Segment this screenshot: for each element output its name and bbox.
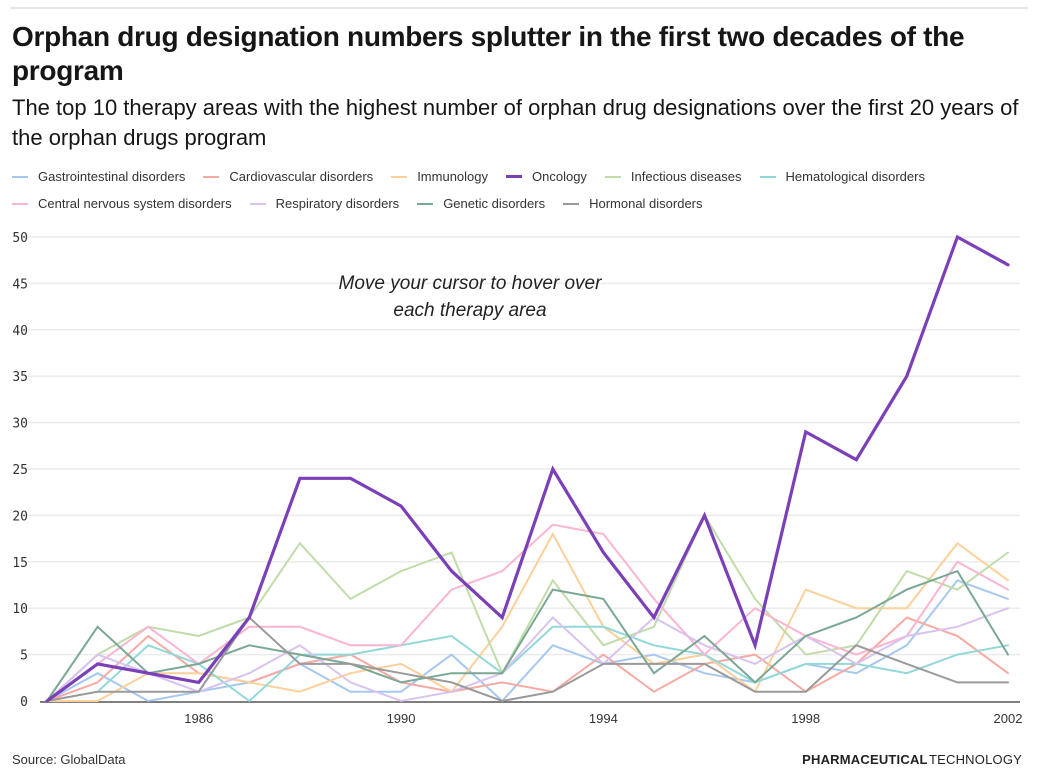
legend-item-infectious[interactable]: Infectious diseases [604,169,742,184]
legend-row-1: Gastrointestinal disorders Cardiovascula… [12,163,1022,190]
y-tick-label: 0 [20,695,28,710]
legend-label: Genetic disorders [443,196,546,211]
hover-annotation-line-1: Move your cursor to hover over [339,273,603,294]
legend-label: Immunology [417,169,488,184]
legend-item-cns[interactable]: Central nervous system disorders [12,196,232,211]
y-tick-label: 30 [12,417,28,432]
y-tick-label: 50 [12,231,28,246]
legend-swatch [203,175,220,178]
legend-swatch [417,202,434,205]
legend-item-genetic[interactable]: Genetic disorders [417,196,545,211]
y-tick-label: 15 [12,556,28,571]
legend-label: Gastrointestinal disorders [38,169,186,184]
legend-label: Oncology [532,169,587,184]
legend: Gastrointestinal disorders Cardiovascula… [12,163,1022,217]
legend-label: Hormonal disorders [589,196,703,211]
y-tick-label: 20 [12,509,28,524]
legend-swatch [391,175,408,178]
legend-label: Cardiovascular disorders [229,169,374,184]
legend-item-immunology[interactable]: Immunology [391,169,488,184]
legend-swatch [506,175,522,178]
legend-row-2: Central nervous system disorders Respira… [12,190,1022,217]
y-tick-label: 35 [12,370,28,385]
legend-label: Central nervous system disorders [38,196,232,211]
legend-label: Respiratory disorders [275,196,400,211]
y-tick-label: 10 [12,602,28,617]
y-tick-label: 25 [12,463,28,478]
x-tick-label: 2002 [994,711,1023,726]
x-tick-label: 1986 [184,711,213,726]
top-divider [10,7,1028,9]
series-lines [45,234,1010,703]
legend-swatch [604,175,621,178]
y-tick-label: 45 [12,277,28,292]
brand-logo: PHARMACEUTICAL TECHNOLOGY [802,752,1022,767]
x-tick-label: 1998 [791,711,820,726]
brand-bold: PHARMACEUTICAL [802,752,928,767]
chart-subtitle: The top 10 therapy areas with the highes… [12,95,1019,150]
hover-annotation-line-2: each therapy area [393,300,546,321]
legend-swatch [563,202,580,205]
x-tick-label: 1990 [387,711,416,726]
x-tick-label: 1994 [589,711,618,726]
y-tick-label: 5 [20,649,28,664]
series-line-immunology [46,531,1009,702]
legend-swatch [249,202,266,205]
legend-swatch [12,202,28,205]
chart-title: Orphan drug designation numbers splutter… [12,21,965,86]
legend-item-oncology[interactable]: Oncology [506,169,587,184]
legend-item-gastrointestinal[interactable]: Gastrointestinal disorders [12,169,185,184]
series-line-hormonal-disorders [46,615,1009,703]
y-axis-ticks: 0 5 10 15 20 25 30 35 40 45 50 [12,231,28,710]
series-line-genetic-disorders [46,569,1009,702]
legend-item-hematological[interactable]: Hematological disorders [759,169,925,184]
legend-item-respiratory[interactable]: Respiratory disorders [249,196,400,211]
series-line-gastrointestinal-disorders [46,579,1009,703]
series-line-oncology [45,234,1010,703]
legend-label: Infectious diseases [630,169,742,184]
y-tick-label: 40 [12,324,28,339]
legend-swatch [12,175,28,178]
legend-item-hormonal[interactable]: Hormonal disorders [563,196,703,211]
brand-light: TECHNOLOGY [928,752,1022,767]
legend-item-cardiovascular[interactable]: Cardiovascular disorders [203,169,373,184]
source-note: Source: GlobalData [12,752,126,767]
gridlines [28,236,1020,656]
series-line-infectious-diseases [46,513,1009,702]
legend-label: Hematological disorders [785,169,925,184]
series-line-respiratory-disorders [46,607,1009,703]
legend-swatch [759,175,776,178]
x-axis-ticks: 1986 1990 1994 1998 2002 [184,711,1022,726]
